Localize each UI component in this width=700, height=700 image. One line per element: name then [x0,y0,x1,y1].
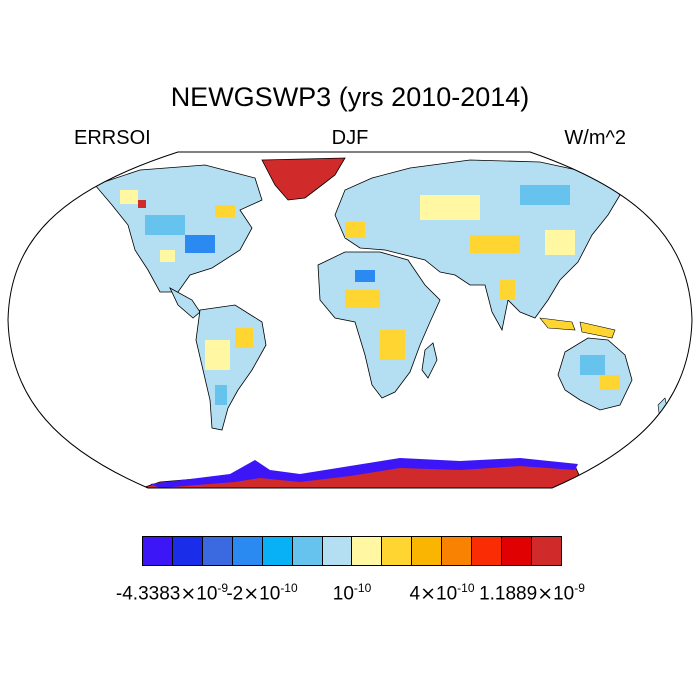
colorbar-cell [531,537,561,565]
colorbar-cell [292,537,323,565]
central-america [169,287,201,319]
colorbar-cell [262,537,293,565]
colorbar-cell [382,537,413,565]
madagascar [421,342,438,379]
colorbar-tick-label: 10-10 [332,581,372,605]
data-patches [120,185,620,405]
colorbar-tick-label: -2×10-10 [226,581,298,605]
colorbar-cell [143,537,173,565]
colorbar-tick-label: 4×10-10 [409,581,475,605]
colorbar-cell [352,537,383,565]
colorbar-cell [172,537,203,565]
colorbar-cell [202,537,233,565]
africa [317,251,441,399]
season-label: DJF [331,127,369,149]
plot-title: NEWGSWP3 (yrs 2010-2014) [170,82,530,112]
colorbar-cell [442,537,473,565]
colorbar-cell [472,537,503,565]
units-label: W/m^2 [564,127,626,149]
colorbar-cell [322,537,353,565]
colorbar-tick-label: -4.3383×10-9 [115,581,229,605]
indonesia [539,317,616,339]
colorbar [142,536,562,566]
colorbar-cell [232,537,263,565]
antarctica-coast [150,458,578,488]
colorbar-cell [502,537,532,565]
map-boundary [7,151,693,489]
colorbar-cell [412,537,443,565]
variable-name: ERRSOI [74,127,151,149]
greenland [261,157,346,201]
colorbar-tick-label: 1.1889×10-9 [479,581,585,605]
